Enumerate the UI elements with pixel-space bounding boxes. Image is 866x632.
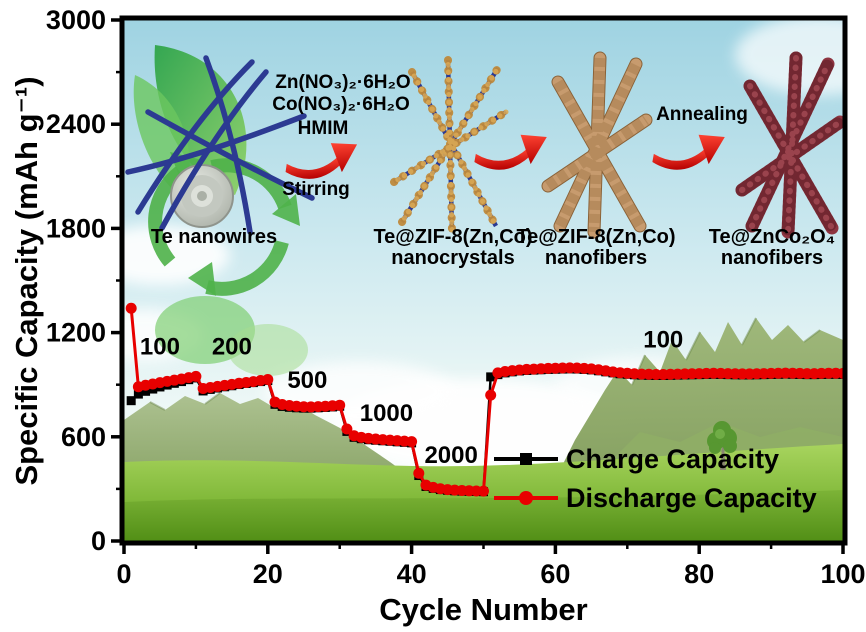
legend-label-charge: Charge Capacity bbox=[566, 443, 780, 474]
y-tick-label: 3000 bbox=[46, 5, 106, 35]
charge-marker bbox=[126, 396, 136, 406]
discharge-marker bbox=[413, 467, 425, 479]
charge-marker bbox=[141, 386, 151, 396]
reagent-label-co: Co(NO₃)₂·6H₂O bbox=[272, 94, 410, 115]
discharge-marker bbox=[837, 367, 843, 379]
rate-label: 500 bbox=[287, 367, 327, 394]
y-tick-label: 600 bbox=[61, 422, 106, 452]
annealing-arrow-icon bbox=[652, 134, 725, 170]
y-tick-label: 0 bbox=[91, 526, 106, 556]
discharge-marker bbox=[125, 302, 137, 314]
rate-label: 100 bbox=[643, 326, 683, 353]
zif-nanofibers-graphic bbox=[541, 51, 653, 239]
y-axis-title: Specific Capacity (mAh g⁻¹) bbox=[9, 76, 44, 486]
zif-nanocrystals-graphic bbox=[390, 56, 510, 236]
stirring-arrow-icon bbox=[285, 143, 358, 179]
battery-icon bbox=[170, 164, 234, 228]
x-tick-label: 20 bbox=[253, 559, 283, 589]
oxide-nanofibers-graphic bbox=[735, 51, 843, 239]
legend-item-discharge: Discharge Capacity bbox=[494, 483, 817, 513]
charge-marker bbox=[486, 372, 496, 382]
y-tick-label: 1800 bbox=[46, 213, 106, 243]
condition-label-stirring: Stirring bbox=[282, 179, 350, 200]
tree bbox=[707, 421, 737, 470]
discharge-marker-icon bbox=[494, 491, 558, 505]
discharge-marker bbox=[478, 485, 489, 497]
rate-label: 2000 bbox=[424, 442, 477, 469]
te-nanowires-graphic bbox=[125, 45, 315, 376]
step-label-nanofibers-2: nanofibers bbox=[544, 247, 648, 269]
discharge-marker bbox=[341, 423, 353, 435]
discharge-marker bbox=[485, 389, 497, 401]
rate-annotations: 100 200 500 1000 2000 100 bbox=[140, 326, 683, 468]
discharge-marker bbox=[406, 436, 418, 448]
y-tick-label: 1200 bbox=[46, 318, 106, 348]
step-label-oxide-2: nanofibers bbox=[720, 247, 824, 269]
step-label-nanocrystals-2: nanocrystals bbox=[391, 247, 515, 269]
x-tick-label: 0 bbox=[116, 559, 131, 589]
data-series bbox=[125, 302, 843, 497]
charge-marker-icon bbox=[494, 453, 558, 465]
reagent-label-hmim: HMIM bbox=[297, 118, 349, 139]
x-axis-title: Cycle Number bbox=[379, 592, 588, 627]
x-tick-label: 100 bbox=[820, 559, 865, 589]
reagent-label-zn: Zn(NO₃)₂·6H₂O bbox=[275, 72, 411, 93]
discharge-marker bbox=[262, 373, 274, 385]
discharge-marker bbox=[334, 399, 346, 411]
step-label-oxide-1: Te@ZnCo₂O₄ bbox=[708, 226, 836, 248]
reaction-arrows bbox=[285, 134, 725, 179]
discharge-marker bbox=[190, 370, 202, 382]
step-label-nanofibers-1: Te@ZIF-8(Zn,Co) bbox=[516, 226, 676, 248]
x-tick-label: 40 bbox=[397, 559, 427, 589]
x-tick-label: 60 bbox=[540, 559, 570, 589]
condition-label-annealing: Annealing bbox=[656, 104, 748, 125]
rate-label: 1000 bbox=[360, 400, 413, 427]
step-label-te-nanowires: Te nanowires bbox=[150, 226, 278, 248]
x-tick-label: 80 bbox=[684, 559, 714, 589]
charge-marker bbox=[133, 389, 143, 399]
legend: Charge Capacity Discharge Capacity bbox=[494, 444, 817, 513]
rate-label: 200 bbox=[212, 333, 252, 360]
rate-label: 100 bbox=[140, 333, 180, 360]
plot-frame bbox=[119, 15, 848, 546]
legend-item-charge: Charge Capacity bbox=[494, 444, 817, 474]
step-label-nanocrystals-1: Te@ZIF-8(Zn,Co) bbox=[373, 226, 533, 248]
blue-nanowires bbox=[125, 55, 315, 235]
y-tick-label: 2400 bbox=[46, 109, 106, 139]
step2-arrow-icon bbox=[474, 134, 547, 170]
axis-ticks: 0 600 1200 1800 2400 3000 0 20 40 60 80 100 bbox=[46, 5, 866, 589]
legend-label-discharge: Discharge Capacity bbox=[566, 482, 817, 513]
